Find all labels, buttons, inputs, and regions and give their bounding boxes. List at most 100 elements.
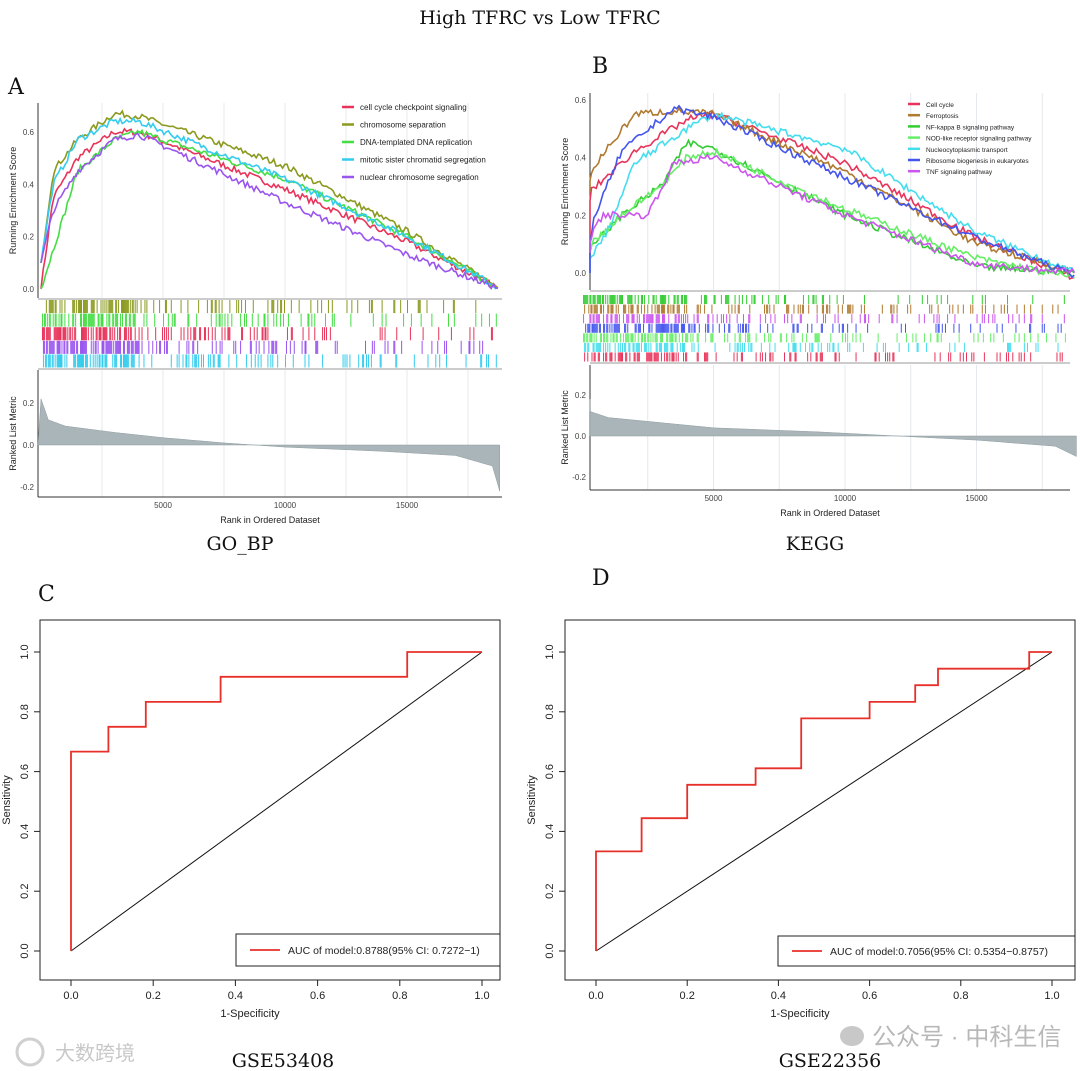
- legend-label: TNF signaling pathway: [926, 169, 993, 176]
- legend-label: AUC of model:0.7056(95% CI: 0.5354−0.875…: [830, 946, 1048, 958]
- x-tick-label: 0.8: [392, 990, 407, 1002]
- roc-curve: [70, 651, 482, 951]
- es-line-4: [40, 132, 499, 290]
- es-line-3: [589, 147, 1075, 279]
- x-tick-label: 10000: [274, 501, 297, 510]
- legend-label: chromosome separation: [360, 121, 446, 130]
- caption-c: GSE53408: [232, 1050, 335, 1071]
- watermark-left: 大数跨境: [55, 1042, 135, 1065]
- legend-label: mitotic sister chromatid segregation: [360, 156, 486, 165]
- es-y-tick-label: 0.0: [23, 285, 35, 294]
- es-line-5: [589, 104, 1075, 279]
- y-tick-label: 0.8: [19, 704, 31, 719]
- figure-title: High TFRC vs Low TFRC: [419, 7, 660, 29]
- x-tick-label: 0.4: [228, 990, 243, 1002]
- x-tick-label: 15000: [396, 501, 419, 510]
- x-axis-label: Rank in Ordered Dataset: [220, 515, 320, 525]
- legend-label: Ribosome biogenesis in eukaryotes: [926, 158, 1029, 165]
- es-y-tick-label: 0.2: [575, 211, 587, 220]
- y-tick-label: 0.4: [544, 824, 556, 839]
- plot-frame: [39, 619, 501, 981]
- rm-y-tick-label: -0.2: [572, 473, 586, 482]
- x-axis-label: Rank in Ordered Dataset: [780, 508, 880, 518]
- x-tick-label: 0.2: [680, 990, 695, 1002]
- legend-label: Ferroptosis: [926, 113, 959, 120]
- es-y-tick-label: 0.6: [23, 128, 35, 137]
- es-line-0: [40, 127, 499, 290]
- es-y-tick-label: 0.6: [575, 96, 587, 105]
- gsea-panel-a: 0.0 0.2 0.4 0.6 -0.2 0.0 0.2 5000 10000 15000 Rank…: [8, 103, 502, 525]
- es-line-6: [589, 153, 1075, 276]
- watermark-logo: [15, 1037, 45, 1067]
- y-axis-label: Running Enrichment Score: [560, 138, 570, 246]
- panel-label-a: A: [7, 75, 25, 100]
- y-axis-label-ranked: Ranked List Metric: [560, 390, 570, 465]
- es-y-tick-label: 0.2: [23, 233, 35, 242]
- es-line-2: [40, 128, 498, 290]
- legend-label: AUC of model:0.8788(95% CI: 0.7272−1): [288, 945, 480, 957]
- x-tick-label: 10000: [834, 494, 857, 503]
- panel-label-d: D: [592, 566, 610, 591]
- panel-label-c: C: [38, 582, 55, 607]
- legend-label: NOD-like receptor signaling pathway: [926, 136, 1032, 143]
- x-tick-label: 1.0: [1044, 990, 1059, 1002]
- caption-a: GO_BP: [206, 533, 273, 555]
- y-axis-label-ranked: Ranked List Metric: [8, 396, 18, 471]
- x-tick-label: 5000: [154, 501, 172, 510]
- x-tick-label: 0.0: [588, 990, 603, 1002]
- x-tick-label: 5000: [705, 494, 723, 503]
- es-line-1: [40, 109, 499, 289]
- y-tick-label: 0.8: [544, 704, 556, 719]
- legend-label: Nucleocytoplasmic transport: [926, 147, 1008, 154]
- rm-y-tick-label: -0.2: [20, 483, 34, 492]
- y-tick-label: 0.6: [19, 764, 31, 779]
- legend-label: nuclear chromosome segregation: [360, 173, 479, 182]
- es-line-4: [589, 111, 1076, 273]
- panel-label-b: B: [592, 54, 608, 79]
- legend-label: Cell cycle: [926, 102, 954, 109]
- y-axis-label: Running Enrichment Score: [8, 147, 18, 255]
- gsea-panel-b: 0.0 0.2 0.4 0.6 -0.2 0.0 0.2 5000 10000 15000 Rank…: [560, 93, 1077, 518]
- x-tick-label: 0.0: [63, 990, 78, 1002]
- es-y-tick-label: 0.4: [23, 180, 35, 189]
- legend-label: NF-kappa B signaling pathway: [926, 124, 1015, 131]
- legend-label: DNA-templated DNA replication: [360, 138, 472, 147]
- watermark-right: 公众号 · 中科生信: [872, 1024, 1061, 1051]
- x-tick-label: 0.2: [146, 990, 161, 1002]
- y-axis-label: Sensitivity: [1, 775, 13, 825]
- y-tick-label: 1.0: [19, 644, 31, 659]
- caption-d: GSE22356: [779, 1050, 882, 1071]
- rm-y-tick-label: 0.2: [575, 391, 587, 400]
- x-tick-label: 0.6: [310, 990, 325, 1002]
- es-y-tick-label: 0.4: [575, 154, 587, 163]
- y-tick-label: 0.0: [544, 943, 556, 958]
- y-tick-label: 0.6: [544, 764, 556, 779]
- rm-y-tick-label: 0.0: [23, 441, 35, 450]
- x-tick-label: 1.0: [474, 990, 489, 1002]
- x-tick-label: 0.4: [771, 990, 786, 1002]
- ranked-metric-area: [589, 399, 1077, 457]
- diagonal-reference-line: [70, 651, 483, 952]
- y-tick-label: 0.2: [19, 884, 31, 899]
- y-tick-label: 0.2: [544, 884, 556, 899]
- diagonal-reference-line: [595, 651, 1053, 952]
- x-tick-label: 15000: [965, 494, 988, 503]
- legend-box: [777, 935, 1076, 967]
- es-line-0: [589, 109, 1075, 280]
- roc-curve: [595, 651, 1052, 951]
- plot-frame: [564, 619, 1076, 981]
- ranked-metric-area: [37, 398, 500, 492]
- es-line-1: [589, 106, 1075, 274]
- y-axis-label: Sensitivity: [526, 775, 538, 825]
- roc-panel-c: 0.0 0.2 0.4 0.6 0.8 1.0 0.0 0.2 0.4 0.6 0.8 1.0 1-Sp…: [1, 619, 501, 1020]
- x-tick-label: 0.6: [862, 990, 877, 1002]
- rm-y-tick-label: 0.0: [575, 432, 587, 441]
- caption-b: KEGG: [786, 533, 844, 555]
- wechat-icon: [840, 1026, 864, 1046]
- y-tick-label: 0.4: [19, 824, 31, 839]
- roc-panel-d: 0.0 0.2 0.4 0.6 0.8 1.0 0.0 0.2 0.4 0.6 0.8 1.0 1-Sp…: [526, 619, 1076, 1020]
- es-y-tick-label: 0.0: [575, 269, 587, 278]
- x-axis-label: 1-Specificity: [770, 1008, 830, 1020]
- rm-y-tick-label: 0.2: [23, 399, 35, 408]
